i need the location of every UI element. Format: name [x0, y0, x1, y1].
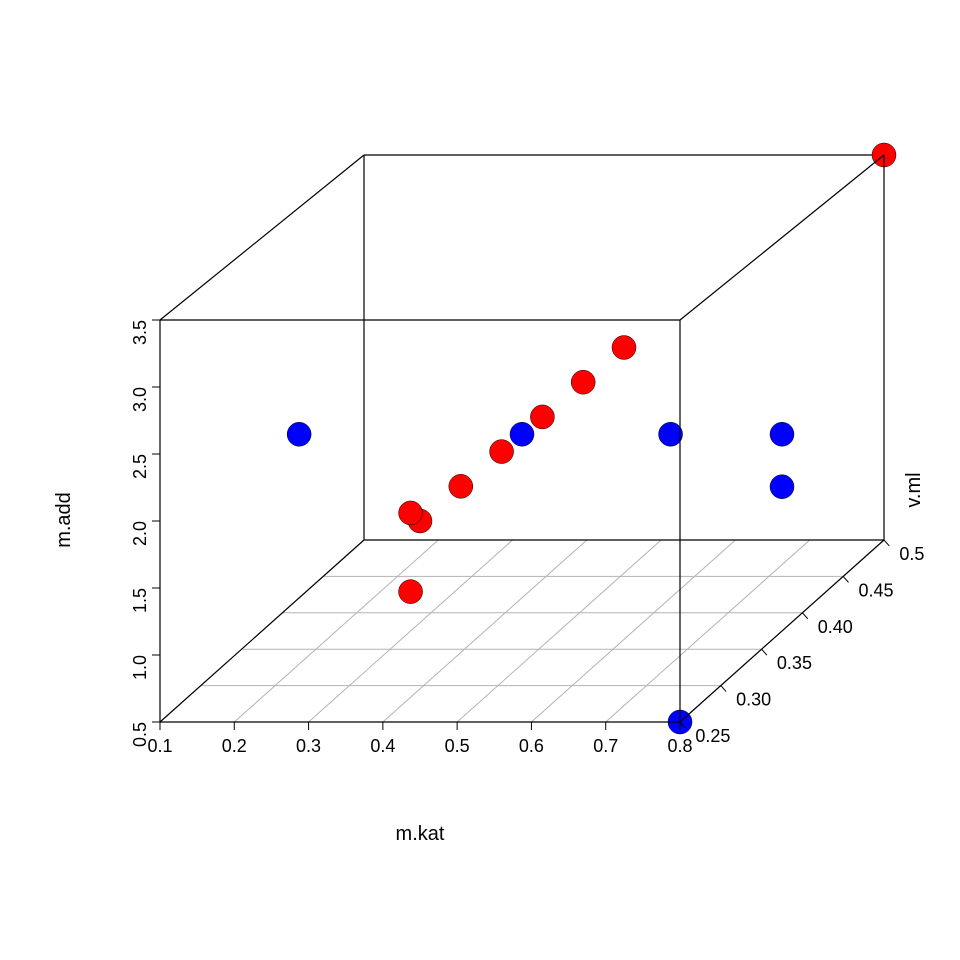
data-point — [510, 422, 534, 446]
z-tick-label: 0.30 — [736, 690, 771, 710]
data-point — [770, 422, 794, 446]
y-tick-label: 3.5 — [130, 320, 150, 345]
floor-grid — [160, 540, 884, 722]
x-axis-label: m.kat — [396, 823, 445, 845]
x-tick-label: 0.8 — [667, 736, 692, 756]
data-point — [612, 336, 636, 360]
scatter-points — [287, 143, 896, 734]
z-tick-label: 0.45 — [859, 580, 894, 600]
y-tick-label: 2.0 — [130, 521, 150, 546]
x-tick-label: 0.1 — [147, 736, 172, 756]
x-tick-label: 0.2 — [222, 736, 247, 756]
x-tick-label: 0.7 — [593, 736, 618, 756]
z-tick-label: 0.25 — [695, 726, 730, 746]
data-point — [659, 422, 683, 446]
data-point — [490, 440, 514, 464]
data-point — [571, 370, 595, 394]
z-tick-label: 0.5 — [899, 544, 924, 564]
y-tick-label: 3.0 — [130, 387, 150, 412]
y-axis-label: m.add — [53, 492, 75, 548]
scatter3d-plot: 0.1 0.2 0.3 0.4 0.5 0.6 0.7 0.80.25 0.30 0.35 0.40… — [0, 0, 960, 960]
data-point — [399, 501, 423, 525]
data-point — [530, 405, 554, 429]
y-tick-label: 2.5 — [130, 454, 150, 479]
x-tick-label: 0.6 — [519, 736, 544, 756]
y-tick-label: 0.5 — [130, 722, 150, 747]
x-tick-label: 0.4 — [370, 736, 395, 756]
x-tick-label: 0.5 — [445, 736, 470, 756]
data-point — [399, 580, 423, 604]
z-axis-label: v.ml — [903, 472, 925, 507]
z-tick-label: 0.40 — [818, 617, 853, 637]
data-point — [770, 475, 794, 499]
data-point — [287, 422, 311, 446]
data-point — [449, 474, 473, 498]
y-tick-label: 1.0 — [130, 655, 150, 680]
x-tick-label: 0.3 — [296, 736, 321, 756]
z-tick-label: 0.35 — [777, 653, 812, 673]
tick-labels: 0.1 0.2 0.3 0.4 0.5 0.6 0.7 0.80.25 0.30 0.35 0.40… — [130, 320, 924, 756]
y-tick-label: 1.5 — [130, 588, 150, 613]
